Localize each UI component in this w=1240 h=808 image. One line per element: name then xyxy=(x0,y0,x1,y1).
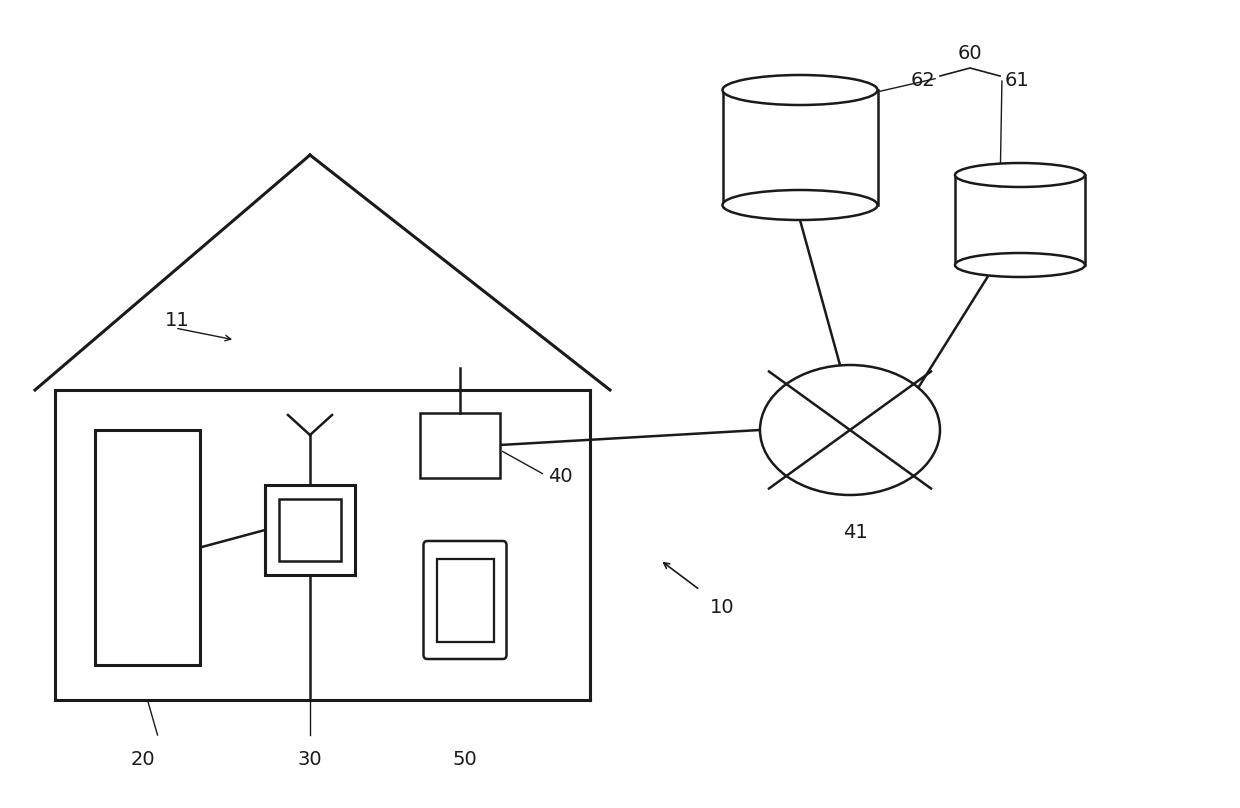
Text: 20: 20 xyxy=(130,750,155,769)
Text: 61: 61 xyxy=(1004,70,1029,90)
Bar xyxy=(265,485,355,575)
Bar xyxy=(436,558,494,642)
Text: 30: 30 xyxy=(298,750,322,769)
Text: 40: 40 xyxy=(548,468,573,486)
Bar xyxy=(723,90,878,205)
Text: 62: 62 xyxy=(910,70,935,90)
Ellipse shape xyxy=(955,163,1085,187)
Ellipse shape xyxy=(955,253,1085,277)
FancyBboxPatch shape xyxy=(424,541,506,659)
Text: 50: 50 xyxy=(453,750,477,769)
Ellipse shape xyxy=(723,75,878,105)
Bar xyxy=(955,175,1085,265)
Ellipse shape xyxy=(760,365,940,495)
Ellipse shape xyxy=(723,190,878,220)
Text: 11: 11 xyxy=(165,310,190,330)
Bar xyxy=(420,413,500,478)
Text: 41: 41 xyxy=(843,523,867,542)
Text: 60: 60 xyxy=(957,44,982,63)
Text: 10: 10 xyxy=(711,598,734,617)
Bar xyxy=(95,430,200,665)
Bar xyxy=(279,499,341,561)
